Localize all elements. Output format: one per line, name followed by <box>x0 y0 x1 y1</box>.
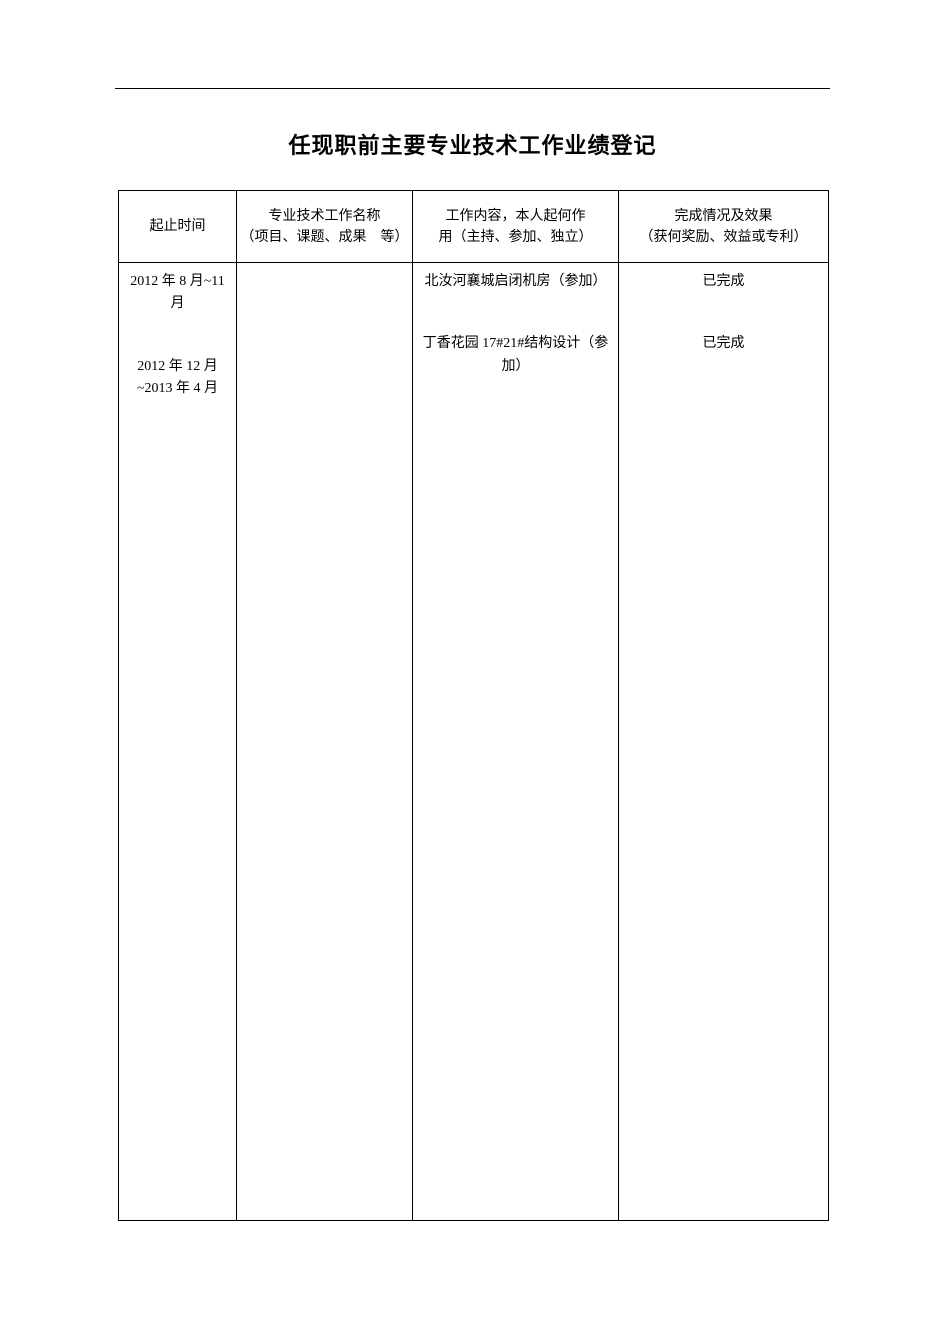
entry-time-0: 2012 年 8 月~11月 <box>121 271 234 316</box>
entry-content-1: 丁香花园 17#21#结构设计（参加） <box>415 333 616 378</box>
entry-content-0: 北汝河襄城启闭机房（参加） <box>415 271 616 293</box>
header-name-line2: （项目、课题、成果 等） <box>239 227 410 248</box>
header-name: 专业技术工作名称 （项目、课题、成果 等） <box>237 191 413 263</box>
header-result: 完成情况及效果 （获何奖励、效益或专利） <box>619 191 829 263</box>
table-body-row: 2012 年 8 月~11月 2012 年 12 月~2013 年 4 月 北汝… <box>119 263 829 1221</box>
entry-result-1: 已完成 <box>621 333 826 355</box>
header-content-line2: 用（主持、参加、独立） <box>415 227 616 248</box>
cell-content: 北汝河襄城启闭机房（参加） 丁香花园 17#21#结构设计（参加） <box>413 263 619 1221</box>
header-time: 起止时间 <box>119 191 237 263</box>
page-title: 任现职前主要专业技术工作业绩登记 <box>0 128 945 160</box>
records-table: 起止时间 专业技术工作名称 （项目、课题、成果 等） 工作内容，本人起何作 用（… <box>118 190 829 1221</box>
cell-time: 2012 年 8 月~11月 2012 年 12 月~2013 年 4 月 <box>119 263 237 1221</box>
table-header-row: 起止时间 专业技术工作名称 （项目、课题、成果 等） 工作内容，本人起何作 用（… <box>119 191 829 263</box>
cell-result: 已完成 已完成 <box>619 263 829 1221</box>
header-time-line1: 起止时间 <box>121 216 234 237</box>
header-result-line2: （获何奖励、效益或专利） <box>621 227 826 248</box>
entry-time-1: 2012 年 12 月~2013 年 4 月 <box>121 356 234 401</box>
header-name-line1: 专业技术工作名称 <box>239 206 410 227</box>
header-content: 工作内容，本人起何作 用（主持、参加、独立） <box>413 191 619 263</box>
header-content-line1: 工作内容，本人起何作 <box>415 206 616 227</box>
cell-name <box>237 263 413 1221</box>
entry-result-0: 已完成 <box>621 271 826 293</box>
header-result-line1: 完成情况及效果 <box>621 206 826 227</box>
page-top-divider <box>115 88 830 89</box>
